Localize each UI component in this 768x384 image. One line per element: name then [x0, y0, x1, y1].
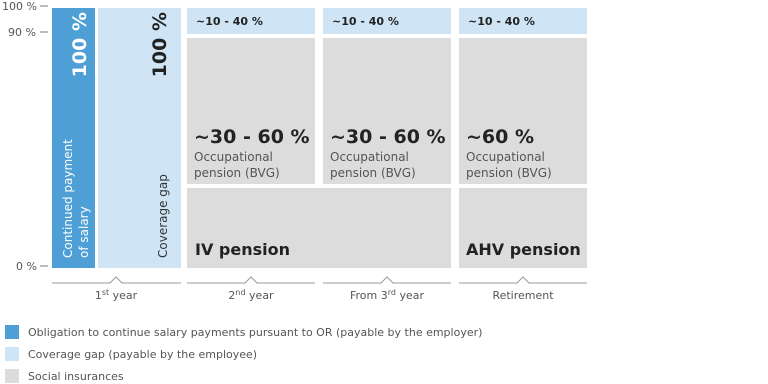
y-label: 0 %	[16, 260, 37, 273]
occupational-value: ~30 - 60 %	[330, 126, 446, 148]
occupational-value: ~30 - 60 %	[194, 126, 310, 148]
x-label: From 3rd year	[350, 288, 424, 302]
occupational-label: Occupational	[330, 150, 409, 164]
x-label-sup: st	[102, 288, 109, 297]
x-label-part: 1	[95, 289, 102, 302]
y-label: 100 %	[2, 0, 37, 13]
occupational-label: pension (BVG)	[194, 166, 280, 180]
legend-swatch	[5, 347, 19, 361]
axis-segment	[459, 276, 587, 284]
legend-swatch	[5, 325, 19, 339]
legend-label: Social insurances	[28, 370, 124, 383]
range: ~10 - 40 %	[196, 15, 263, 28]
x-label: 2nd year	[228, 288, 274, 302]
occupational-label: pension (BVG)	[466, 166, 552, 180]
x-label-sup: nd	[235, 288, 245, 297]
salary-value: 100 %	[69, 12, 91, 77]
range-block	[323, 8, 451, 34]
range-block	[459, 8, 587, 34]
ahv-label: AHV pension	[466, 240, 581, 259]
occupational-label: Occupational	[194, 150, 273, 164]
x-label-part: From 3	[350, 289, 388, 302]
occupational-value: ~60 %	[466, 126, 534, 148]
range: ~10 - 40 %	[332, 15, 399, 28]
x-label: 1st year	[95, 288, 138, 302]
legend-swatch	[5, 369, 19, 383]
x-axis	[52, 276, 587, 284]
range-block	[187, 8, 315, 34]
x-label-part: year	[396, 289, 425, 302]
pension-columns: ~10 - 40 % ~30 - 60 % Occupational pensi…	[187, 8, 587, 268]
axis-segment	[323, 276, 451, 284]
x-label-part: year	[246, 289, 275, 302]
occupational-label: Occupational	[466, 150, 545, 164]
legend-label: Obligation to continue salary payments p…	[28, 326, 482, 339]
salary-block	[52, 8, 95, 268]
range: ~10 - 40 %	[468, 15, 535, 28]
legend-label: Coverage gap (payable by the employee)	[28, 348, 257, 361]
axis-segment	[187, 276, 315, 284]
x-label-part: year	[109, 289, 138, 302]
gap-value: 100 %	[149, 12, 171, 77]
x-label-part: 2	[228, 289, 235, 302]
ahv-block	[459, 188, 587, 268]
occupational-block	[459, 38, 587, 184]
x-label: Retirement	[492, 289, 554, 302]
occupational-label: pension (BVG)	[330, 166, 416, 180]
gap-block	[98, 8, 181, 268]
occupational-block	[187, 38, 315, 184]
axis-segment	[52, 276, 181, 284]
iv-block	[187, 188, 451, 268]
gap-label: Coverage gap	[156, 174, 170, 258]
occupational-block	[323, 38, 451, 184]
y-label: 90 %	[8, 26, 36, 39]
x-label-sup: rd	[388, 288, 396, 297]
iv-label: IV pension	[195, 240, 290, 259]
salary-label: of salary	[77, 206, 91, 258]
salary-label: Continued payment	[61, 139, 75, 258]
